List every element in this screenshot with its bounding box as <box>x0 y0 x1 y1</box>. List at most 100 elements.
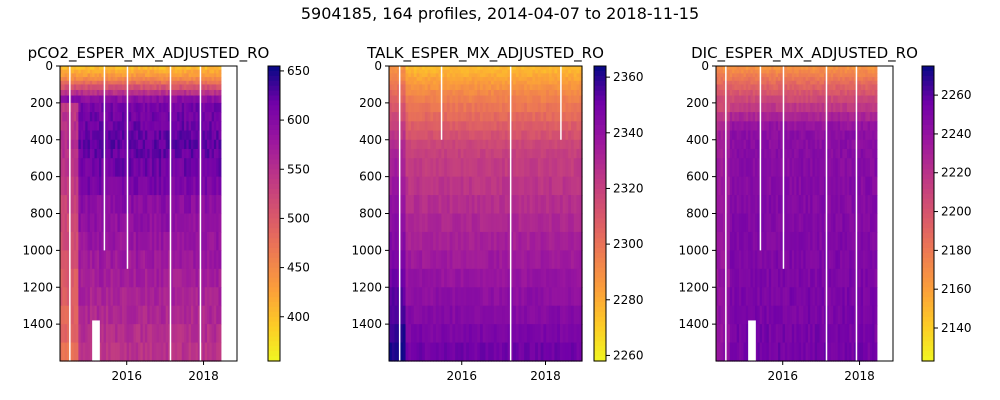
heatmap-cell <box>82 268 86 288</box>
heatmap-cell <box>184 268 187 288</box>
heatmap-cell <box>725 324 729 344</box>
heatmap-cell <box>76 69 79 74</box>
colorbar-segment <box>594 105 606 111</box>
heatmap-cell <box>96 231 100 251</box>
heatmap-cell <box>151 305 155 325</box>
heatmap-cell <box>502 77 506 82</box>
heatmap-cell <box>496 305 500 325</box>
heatmap-cell <box>535 121 539 132</box>
heatmap-cell <box>468 69 473 74</box>
heatmap-cell <box>151 77 155 82</box>
heatmap-cell <box>766 130 770 141</box>
heatmap-cell <box>576 139 580 150</box>
heatmap-cell <box>557 66 561 71</box>
heatmap-cell <box>154 112 158 122</box>
heatmap-cell <box>156 121 160 132</box>
heatmap-cell <box>491 95 495 104</box>
heatmap-cell <box>92 84 96 91</box>
heatmap-cell <box>156 268 160 288</box>
heatmap-cell <box>449 130 454 141</box>
heatmap-cell <box>154 287 158 307</box>
heatmap-cell <box>579 268 583 288</box>
heatmap-cell <box>526 130 531 141</box>
heatmap-cell <box>551 80 556 86</box>
heatmap-cell <box>92 148 96 159</box>
heatmap-cell <box>103 250 107 270</box>
heatmap-cell <box>413 69 418 74</box>
heatmap-cell <box>518 324 522 344</box>
heatmap-cell <box>455 73 459 78</box>
heatmap-cell <box>64 69 68 74</box>
heatmap-cell <box>66 195 70 215</box>
heatmap-cell <box>177 95 181 104</box>
heatmap-cell <box>119 89 123 97</box>
heatmap-cell <box>138 268 142 288</box>
heatmap-cell <box>96 84 100 91</box>
colorbar-segment <box>268 213 280 220</box>
heatmap-cell <box>184 77 187 82</box>
heatmap-cell <box>128 84 132 91</box>
heatmap-cell <box>128 66 132 71</box>
heatmap-cell <box>579 130 583 141</box>
heatmap-cell <box>142 102 146 113</box>
heatmap-cell <box>135 77 139 82</box>
heatmap-cell <box>188 80 192 86</box>
heatmap-cell <box>430 342 434 362</box>
heatmap-cell <box>430 213 434 233</box>
heatmap-cell <box>167 268 171 288</box>
heatmap-cell <box>526 89 531 97</box>
heatmap-cell <box>485 195 489 215</box>
heatmap-cell <box>546 89 550 97</box>
heatmap-cell <box>803 287 807 307</box>
heatmap-cell <box>743 213 747 233</box>
heatmap-cell <box>449 158 454 178</box>
heatmap-cell <box>108 268 112 288</box>
heatmap-cell <box>416 268 420 288</box>
colorbar-segment <box>594 184 606 190</box>
heatmap-cell <box>828 268 832 288</box>
heatmap-cell <box>718 342 722 362</box>
heatmap-cell <box>444 287 448 307</box>
heatmap-cell <box>119 195 123 215</box>
heatmap-cell <box>457 121 462 132</box>
heatmap-cell <box>821 139 825 150</box>
heatmap-cell <box>784 305 788 325</box>
heatmap-cell <box>736 80 740 86</box>
heatmap-cell <box>422 121 426 132</box>
heatmap-cell <box>830 84 834 91</box>
heatmap-cell <box>801 250 804 270</box>
heatmap-cell <box>218 77 222 82</box>
heatmap-cell <box>213 231 217 251</box>
heatmap-cell <box>568 195 572 215</box>
heatmap-cell <box>172 121 176 132</box>
heatmap-cell <box>794 139 798 150</box>
heatmap-cell <box>755 73 758 78</box>
heatmap-cell <box>190 287 194 307</box>
heatmap-cell <box>165 77 169 82</box>
heatmap-cell <box>764 148 768 159</box>
heatmap-cell <box>85 176 89 196</box>
heatmap-cell <box>477 287 481 307</box>
heatmap-cell <box>167 342 171 362</box>
heatmap-cell <box>474 213 478 233</box>
heatmap-cell <box>96 112 100 122</box>
heatmap-cell <box>491 305 495 325</box>
heatmap-cell <box>213 250 217 270</box>
heatmap-cell <box>444 73 448 78</box>
heatmap-cell <box>216 305 220 325</box>
heatmap-cell <box>195 342 199 362</box>
heatmap-cell <box>565 148 569 159</box>
heatmap-cell <box>524 130 528 141</box>
heatmap-cell <box>158 112 162 122</box>
heatmap-cell <box>565 139 569 150</box>
heatmap-cell <box>441 287 445 307</box>
heatmap-cell <box>62 231 66 251</box>
heatmap-cell <box>394 287 398 307</box>
heatmap-cell <box>579 213 583 233</box>
heatmap-cell <box>515 95 520 104</box>
heatmap-cell <box>743 130 747 141</box>
heatmap-cell <box>427 342 431 362</box>
colorbar-segment <box>594 75 606 82</box>
heatmap-cell <box>446 112 451 122</box>
heatmap-cell <box>218 195 222 215</box>
